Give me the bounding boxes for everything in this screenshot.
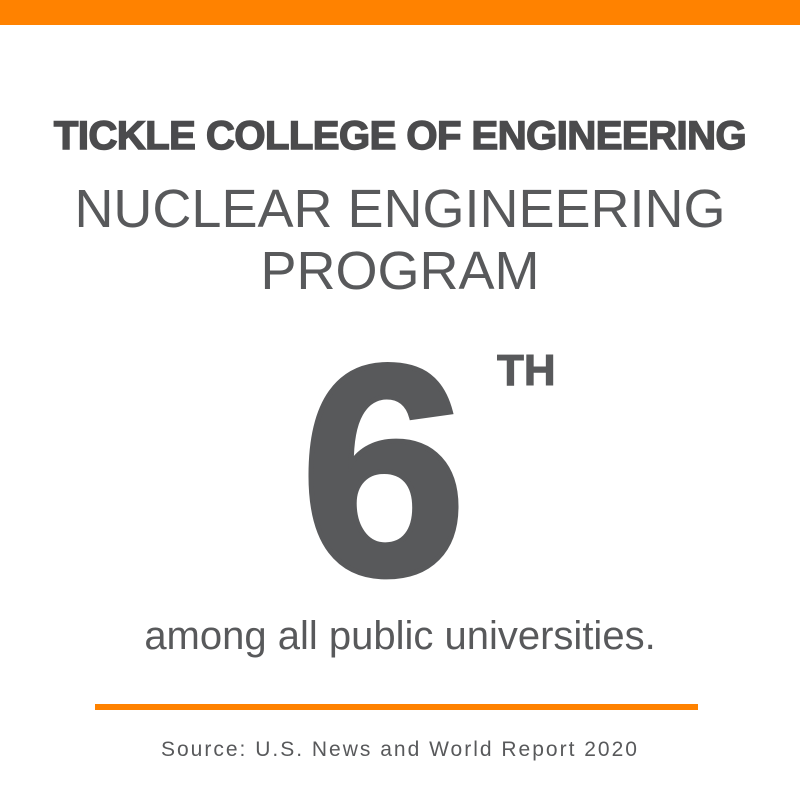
program-line-1: NUCLEAR ENGINEERING xyxy=(74,179,726,239)
program-title: NUCLEAR ENGINEERING PROGRAM xyxy=(0,178,800,302)
subtitle: among all public universities. xyxy=(144,614,656,658)
rank-number: 6 xyxy=(298,302,470,638)
program-line-2: PROGRAM xyxy=(260,241,540,301)
top-accent-bar xyxy=(0,0,800,25)
divider xyxy=(95,704,698,710)
college-name: TICKLE COLLEGE OF ENGINEERING xyxy=(53,113,747,159)
source-note: Source: U.S. News and World Report 2020 xyxy=(161,738,639,761)
rank-suffix: TH xyxy=(497,346,557,396)
